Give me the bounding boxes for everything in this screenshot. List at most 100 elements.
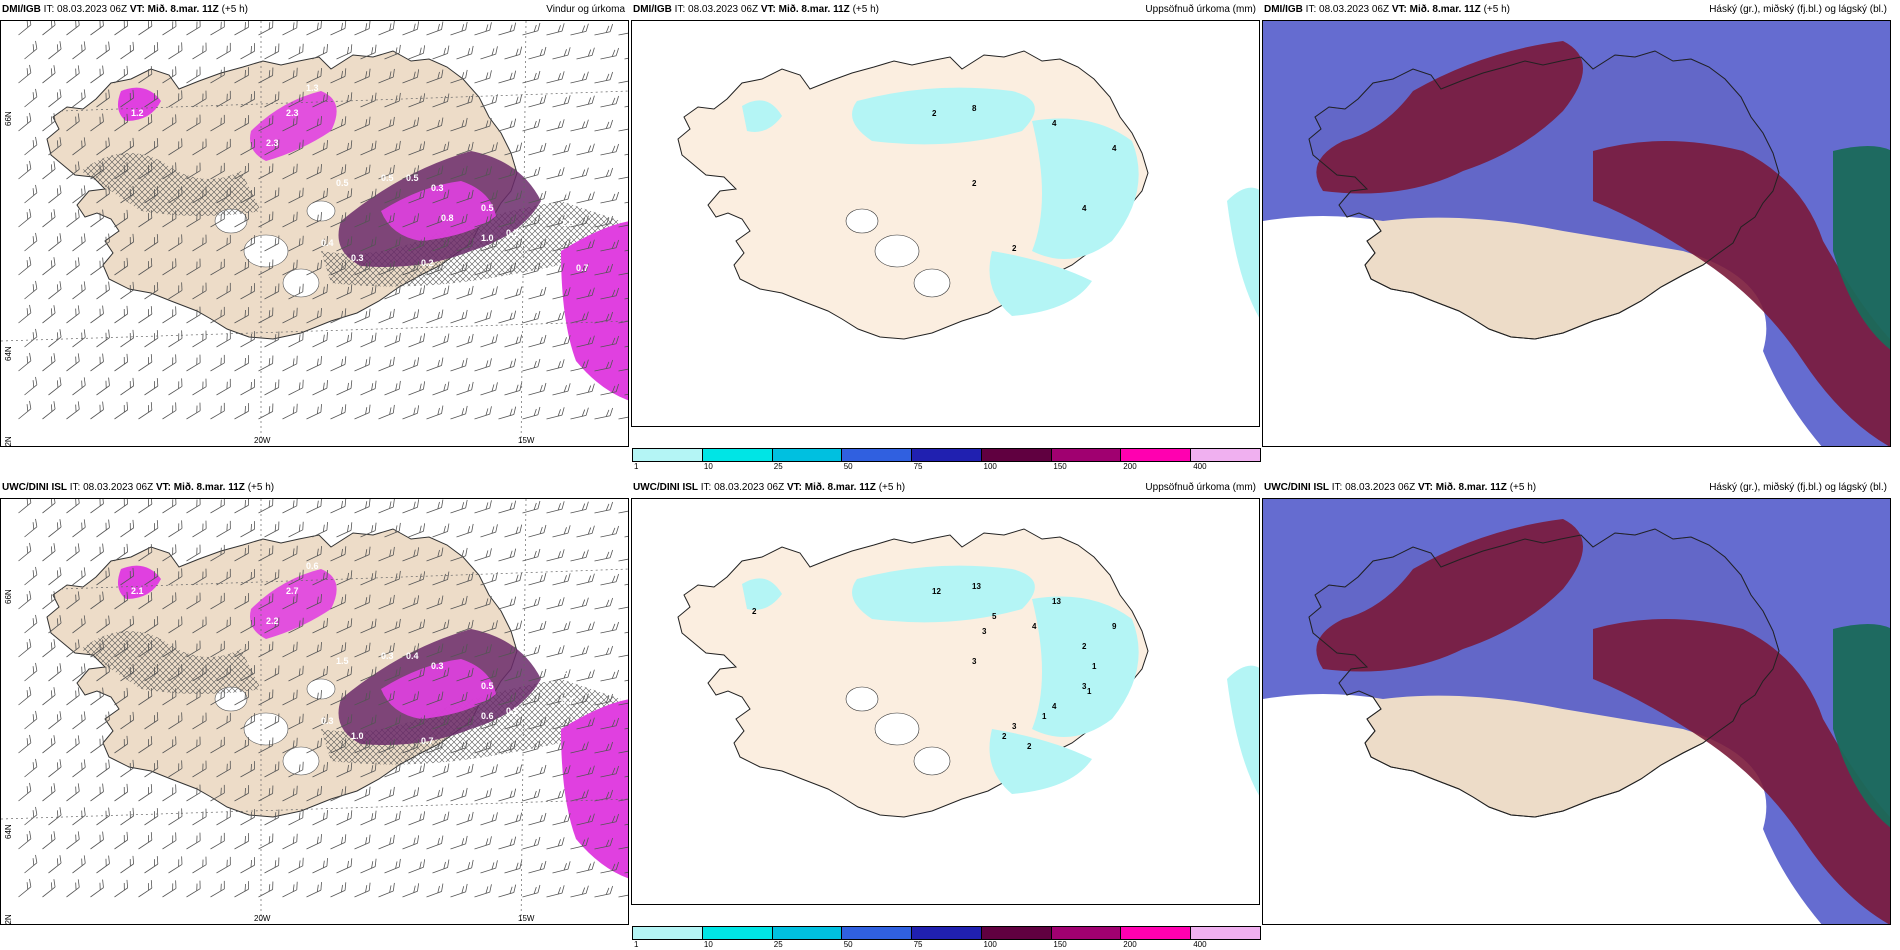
wind-barb <box>528 524 547 538</box>
wind-barb <box>186 736 201 754</box>
wind-barb <box>474 788 492 802</box>
wind-barb <box>384 810 401 826</box>
wind-barb <box>552 621 571 634</box>
wind-barb <box>378 260 395 276</box>
wind-barb <box>528 334 547 348</box>
wind-barb <box>624 247 628 252</box>
wind-barb <box>450 499 468 514</box>
wind-barb <box>66 499 80 514</box>
wind-barb <box>168 712 183 730</box>
wind-barb <box>90 783 104 802</box>
wind-barb <box>282 163 298 180</box>
wind-barb <box>378 834 395 850</box>
wind-barb <box>114 543 129 562</box>
wind-barb <box>168 90 183 108</box>
colorbar-tick-label: 10 <box>703 940 713 949</box>
wind-barb <box>42 353 56 372</box>
wind-barb <box>480 142 498 156</box>
precip-value-label: 0.5 <box>481 681 494 691</box>
it-label: IT: <box>69 482 81 493</box>
wind-barb <box>42 735 56 754</box>
wind-barb <box>600 239 620 252</box>
wind-barb <box>192 378 207 396</box>
panel-product-title: Uppsöfnuð úrkoma (mm) <box>1145 4 1256 15</box>
wind-barb <box>480 334 498 348</box>
wind-barb <box>114 831 129 850</box>
wind-barb <box>186 544 201 562</box>
wind-barb <box>474 406 492 420</box>
wind-barb <box>168 664 183 682</box>
colorbar-tick-label: 10 <box>703 462 713 471</box>
wind-barb <box>576 717 595 730</box>
wind-barb <box>498 406 517 420</box>
wind-barb <box>18 160 32 180</box>
wind-barb <box>576 861 595 874</box>
wind-barb <box>504 572 523 586</box>
wind-barb <box>600 717 620 730</box>
wind-barb <box>162 688 177 706</box>
wind-barb <box>48 711 62 730</box>
wind-barb <box>42 113 56 132</box>
precip-value-label: 0.4 <box>556 188 569 198</box>
wind-barb <box>426 499 444 514</box>
mixed-precip-area <box>81 153 261 216</box>
panel-header: UWC/DINI ISL IT: 08.03.2023 06Z VT: Mið.… <box>2 478 627 498</box>
precip-value-label: 1.0 <box>351 731 364 741</box>
wind-barb <box>48 41 62 60</box>
wind-barb <box>378 882 395 898</box>
wind-barb <box>618 79 628 84</box>
precip-amount-label: 13 <box>1052 597 1061 606</box>
wind-barb <box>96 281 110 300</box>
wind-barb <box>234 545 249 562</box>
wind-barb <box>570 549 589 562</box>
wind-barb <box>168 808 183 826</box>
wind-barb <box>600 525 620 538</box>
wind-barb <box>114 209 129 228</box>
wind-barb <box>594 597 614 610</box>
wind-barb <box>336 380 353 396</box>
wind-barb <box>90 113 104 132</box>
wind-barb <box>192 616 207 634</box>
wind-barb <box>408 571 426 586</box>
wind-barb <box>162 402 177 420</box>
wind-barb <box>240 857 255 874</box>
wind-barb <box>162 354 177 372</box>
wind-barb <box>96 567 110 586</box>
wind-barb <box>594 119 614 132</box>
wind-barb <box>18 64 32 84</box>
wind-barb <box>306 68 322 84</box>
wind-barb <box>498 22 517 36</box>
wind-barb <box>42 591 56 610</box>
wind-barb <box>96 377 110 396</box>
precip-value-label: 1.0 <box>481 233 494 243</box>
wind-barb <box>312 858 328 874</box>
wind-barb <box>624 581 628 586</box>
wind-barb <box>480 286 498 300</box>
wind-barb <box>138 499 153 514</box>
wind-barb <box>504 334 523 348</box>
wind-barb <box>282 211 298 228</box>
precip-value-label: 0.3 <box>431 661 444 671</box>
wind-barb <box>354 116 371 132</box>
wind-barb <box>360 284 377 300</box>
wind-barb <box>474 166 492 180</box>
wind-barb <box>216 568 231 586</box>
wind-barb <box>624 391 628 396</box>
wind-barb <box>240 235 255 252</box>
wind-barb <box>186 21 201 36</box>
wind-barb <box>162 114 177 132</box>
wind-barb <box>600 765 620 778</box>
wind-barb <box>426 69 444 84</box>
wind-barb <box>258 115 274 132</box>
wind-barb <box>186 784 201 802</box>
wind-barb <box>570 71 589 84</box>
wind-barb <box>456 667 474 682</box>
wind-barb <box>210 880 225 898</box>
wind-barb <box>120 615 135 634</box>
wind-barb <box>402 691 420 706</box>
wind-barb <box>312 236 328 252</box>
wind-barb <box>426 835 444 850</box>
wind-barb <box>378 164 395 180</box>
wind-barb <box>144 760 159 778</box>
wind-barb <box>264 379 280 396</box>
